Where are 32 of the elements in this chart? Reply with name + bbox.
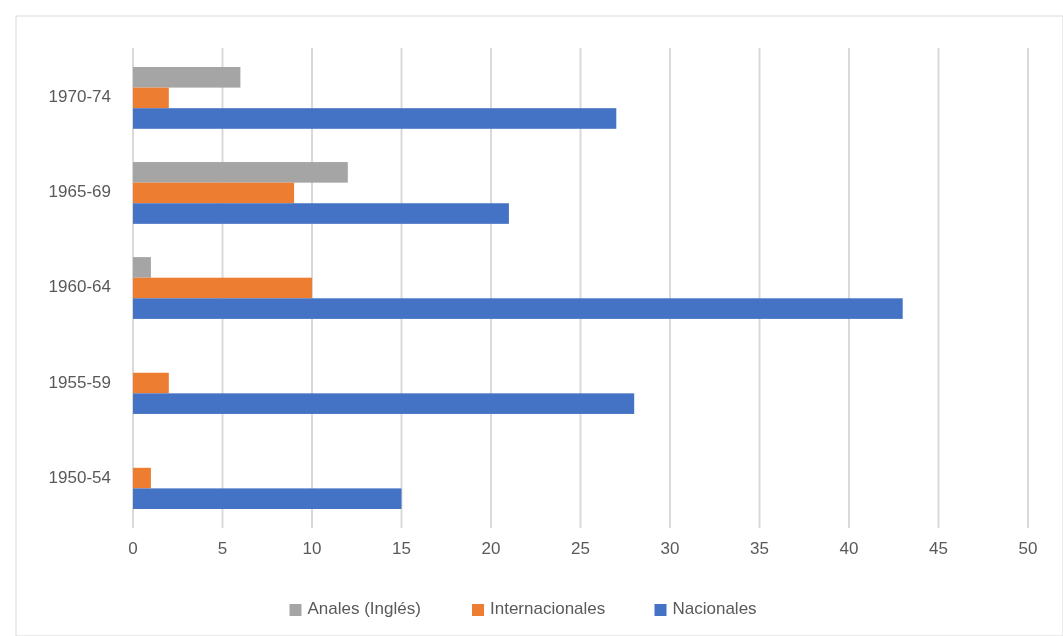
bar [133, 393, 635, 414]
x-tick-label: 20 [481, 539, 501, 558]
legend-label: Internacionales [490, 599, 606, 619]
x-tick-label: 35 [750, 539, 769, 558]
x-tick-label: 50 [1018, 539, 1038, 558]
bar [133, 372, 169, 394]
y-tick-label: 1970-74 [48, 87, 111, 107]
x-tick-label: 0 [128, 539, 138, 558]
bar [133, 108, 617, 129]
legend-label: Nacionales [672, 599, 757, 619]
x-tick-label: 30 [660, 539, 680, 558]
bar [133, 298, 903, 319]
bar [133, 87, 169, 109]
x-tick-label: 40 [839, 539, 859, 558]
bar [133, 162, 348, 183]
bar [133, 467, 151, 489]
bar [133, 203, 509, 224]
bar [133, 182, 295, 204]
y-tick-label: 1950-54 [48, 467, 111, 487]
x-tick-label: 45 [929, 539, 948, 558]
y-tick-label: 1965-69 [48, 182, 111, 202]
y-tick-label: 1955-59 [48, 372, 111, 392]
bar [133, 67, 241, 88]
bar [133, 277, 312, 299]
bar [133, 257, 151, 278]
x-tick-label: 5 [217, 539, 228, 558]
x-tick-label: 15 [392, 539, 411, 558]
bar [133, 488, 402, 509]
legend-label: Anales (Inglés) [307, 599, 421, 619]
x-tick-label: 25 [571, 539, 590, 558]
x-tick-label: 10 [302, 539, 322, 558]
y-tick-label: 1960-64 [48, 277, 111, 297]
